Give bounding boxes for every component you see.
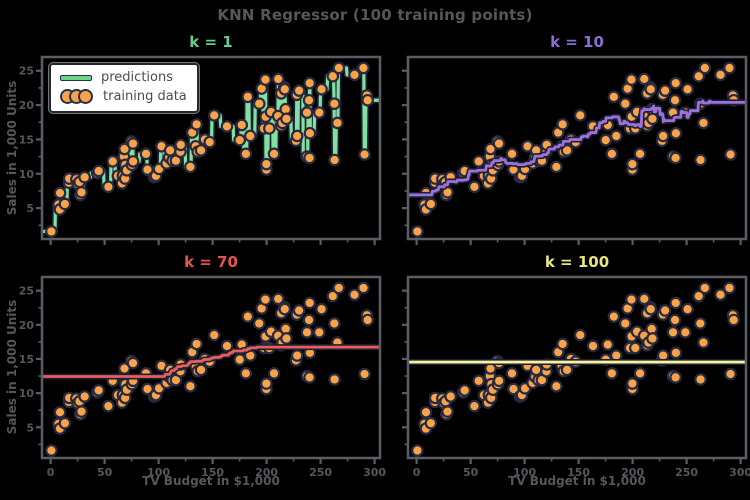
x-axis-label-left: TV Budget in $1,000: [142, 474, 280, 488]
svg-text:200: 200: [255, 466, 278, 479]
svg-text:0: 0: [413, 466, 421, 479]
legend-row-training: training data: [60, 89, 187, 104]
y-axis-label-top: Sales in 1,000 Units: [5, 80, 19, 216]
training-data-marker-icon: [60, 89, 94, 104]
svg-text:5: 5: [26, 202, 34, 215]
svg-text:25: 25: [19, 285, 34, 298]
panel-title-k-70: k = 70: [184, 253, 238, 271]
svg-text:300: 300: [729, 466, 750, 479]
svg-text:15: 15: [19, 353, 34, 366]
legend: predictions training data: [49, 63, 199, 113]
svg-text:100: 100: [513, 466, 536, 479]
svg-text:50: 50: [463, 466, 479, 479]
legend-predictions-label: predictions: [101, 70, 173, 85]
svg-text:25: 25: [19, 65, 34, 78]
svg-text:100: 100: [147, 466, 170, 479]
svg-text:150: 150: [567, 466, 590, 479]
figure-title: KNN Regressor (100 training points): [217, 6, 533, 24]
svg-text:150: 150: [201, 466, 224, 479]
svg-text:20: 20: [19, 319, 35, 332]
svg-text:0: 0: [47, 466, 55, 479]
svg-text:300: 300: [363, 466, 386, 479]
predictions-line-icon: [60, 74, 92, 81]
panel-title-k-1: k = 1: [189, 33, 233, 51]
svg-text:10: 10: [19, 168, 35, 181]
legend-row-predictions: predictions: [60, 71, 187, 84]
svg-text:250: 250: [309, 466, 332, 479]
svg-text:5: 5: [26, 421, 34, 434]
svg-text:10: 10: [19, 387, 35, 400]
svg-text:250: 250: [675, 466, 698, 479]
svg-text:200: 200: [621, 466, 644, 479]
svg-text:50: 50: [97, 466, 113, 479]
x-axis-label-right: TV Budget in $1,000: [508, 474, 646, 488]
svg-text:20: 20: [19, 99, 35, 112]
svg-text:15: 15: [19, 133, 34, 146]
training-marker-dot-icon: [78, 89, 93, 104]
panel-title-k-100: k = 100: [544, 253, 610, 271]
y-axis-label-bottom: Sales in 1,000 Units: [5, 299, 19, 435]
legend-training-label: training data: [103, 89, 187, 104]
panel-title-k-10: k = 10: [550, 33, 604, 51]
